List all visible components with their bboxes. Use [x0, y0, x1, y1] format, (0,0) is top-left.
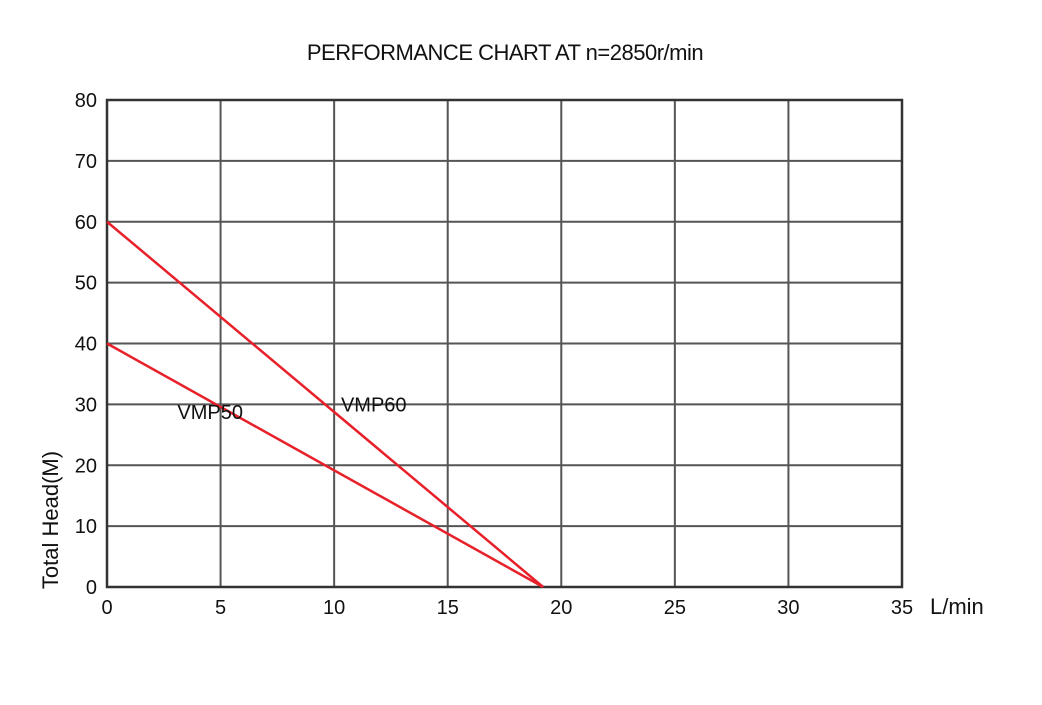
y-tick-label: 80 [75, 90, 97, 112]
x-tick-label: 10 [323, 597, 345, 619]
series-line-vmp60 [106, 220, 544, 588]
y-tick-label: 0 [86, 577, 97, 599]
series-line-vmp50 [106, 342, 544, 589]
y-tick-label: 40 [75, 334, 97, 356]
y-axis-label: Total Head(M) [38, 451, 63, 589]
x-axis-label: L/min [930, 594, 984, 619]
x-tick-label: 5 [215, 597, 226, 619]
x-tick-label: 0 [101, 597, 112, 619]
x-tick-label: 20 [550, 597, 572, 619]
x-tick-label: 30 [777, 597, 799, 619]
y-tick-label: 20 [75, 455, 97, 477]
y-tick-label: 30 [75, 394, 97, 416]
x-axis-tick-labels: 0 5 10 15 20 25 30 35 [101, 597, 913, 619]
x-tick-label: 35 [891, 597, 913, 619]
y-tick-label: 50 [75, 273, 97, 295]
x-tick-label: 15 [437, 597, 459, 619]
series-lines: VMP50 VMP60 [106, 220, 544, 589]
grid-lines [107, 100, 902, 587]
series-label-vmp50: VMP50 [177, 402, 243, 424]
y-axis-tick-labels: 0 10 20 30 40 50 60 70 80 [75, 90, 97, 599]
x-tick-label: 25 [664, 597, 686, 619]
series-label-vmp60: VMP60 [341, 395, 407, 417]
y-tick-label: 10 [75, 516, 97, 538]
y-tick-label: 70 [75, 151, 97, 173]
chart-title: PERFORMANCE CHART AT n=2850r/min [307, 40, 703, 65]
y-tick-label: 60 [75, 212, 97, 234]
